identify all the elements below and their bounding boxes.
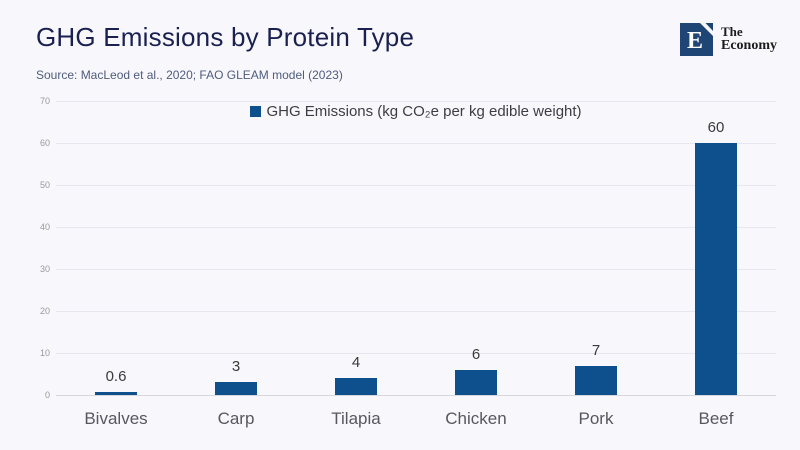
gridline <box>56 227 776 228</box>
category-label: Carp <box>217 409 255 428</box>
gridline <box>56 353 776 354</box>
y-tick-label: 50 <box>39 180 50 190</box>
y-tick-label: 10 <box>39 348 50 358</box>
gridline <box>56 185 776 186</box>
svg-text:E: E <box>687 28 703 54</box>
gridline <box>56 269 776 270</box>
y-tick-label: 30 <box>39 264 50 274</box>
y-tick-label: 0 <box>44 390 50 400</box>
bar <box>215 382 257 395</box>
bar <box>455 370 497 395</box>
y-tick-label: 20 <box>39 306 50 316</box>
the-economy-logo: E The Economy <box>680 23 777 56</box>
category-label: Bivalves <box>84 409 148 428</box>
bar-value-label: 0.6 <box>105 368 127 385</box>
y-tick-label: 40 <box>39 222 50 232</box>
gridline <box>56 101 776 102</box>
source-citation: Source: MacLeod et al., 2020; FAO GLEAM … <box>36 68 343 82</box>
bar-value-label: 3 <box>231 358 241 375</box>
category-label: Tilapia <box>331 409 381 428</box>
logo-wordmark-line1: The <box>721 24 743 39</box>
chart-legend: GHG Emissions (kg CO₂e per kg edible wei… <box>56 102 776 120</box>
bar <box>695 143 737 395</box>
category-label: Chicken <box>445 409 507 428</box>
logo-wordmark-line2: Economy <box>721 38 777 53</box>
bar-value-label: 60 <box>707 119 725 136</box>
category-label: Pork <box>578 409 614 428</box>
bar-value-label: 6 <box>471 346 481 363</box>
logo-wordmark: The Economy <box>721 23 777 56</box>
legend-label: GHG Emissions (kg CO₂e per kg edible wei… <box>266 102 582 120</box>
category-label: Beef <box>698 409 734 428</box>
bar-value-label: 7 <box>591 342 601 359</box>
logo-e-mark-icon: E <box>680 23 713 56</box>
gridline <box>56 143 776 144</box>
bar <box>335 378 377 395</box>
bar-value-label: 4 <box>351 354 361 371</box>
gridline <box>56 311 776 312</box>
legend-swatch-icon <box>250 105 262 117</box>
x-axis-line <box>56 395 776 396</box>
bar <box>575 366 617 395</box>
page-title: GHG Emissions by Protein Type <box>36 22 415 52</box>
bar <box>95 392 137 395</box>
y-tick-label: 70 <box>39 96 50 106</box>
y-tick-label: 60 <box>39 138 50 148</box>
